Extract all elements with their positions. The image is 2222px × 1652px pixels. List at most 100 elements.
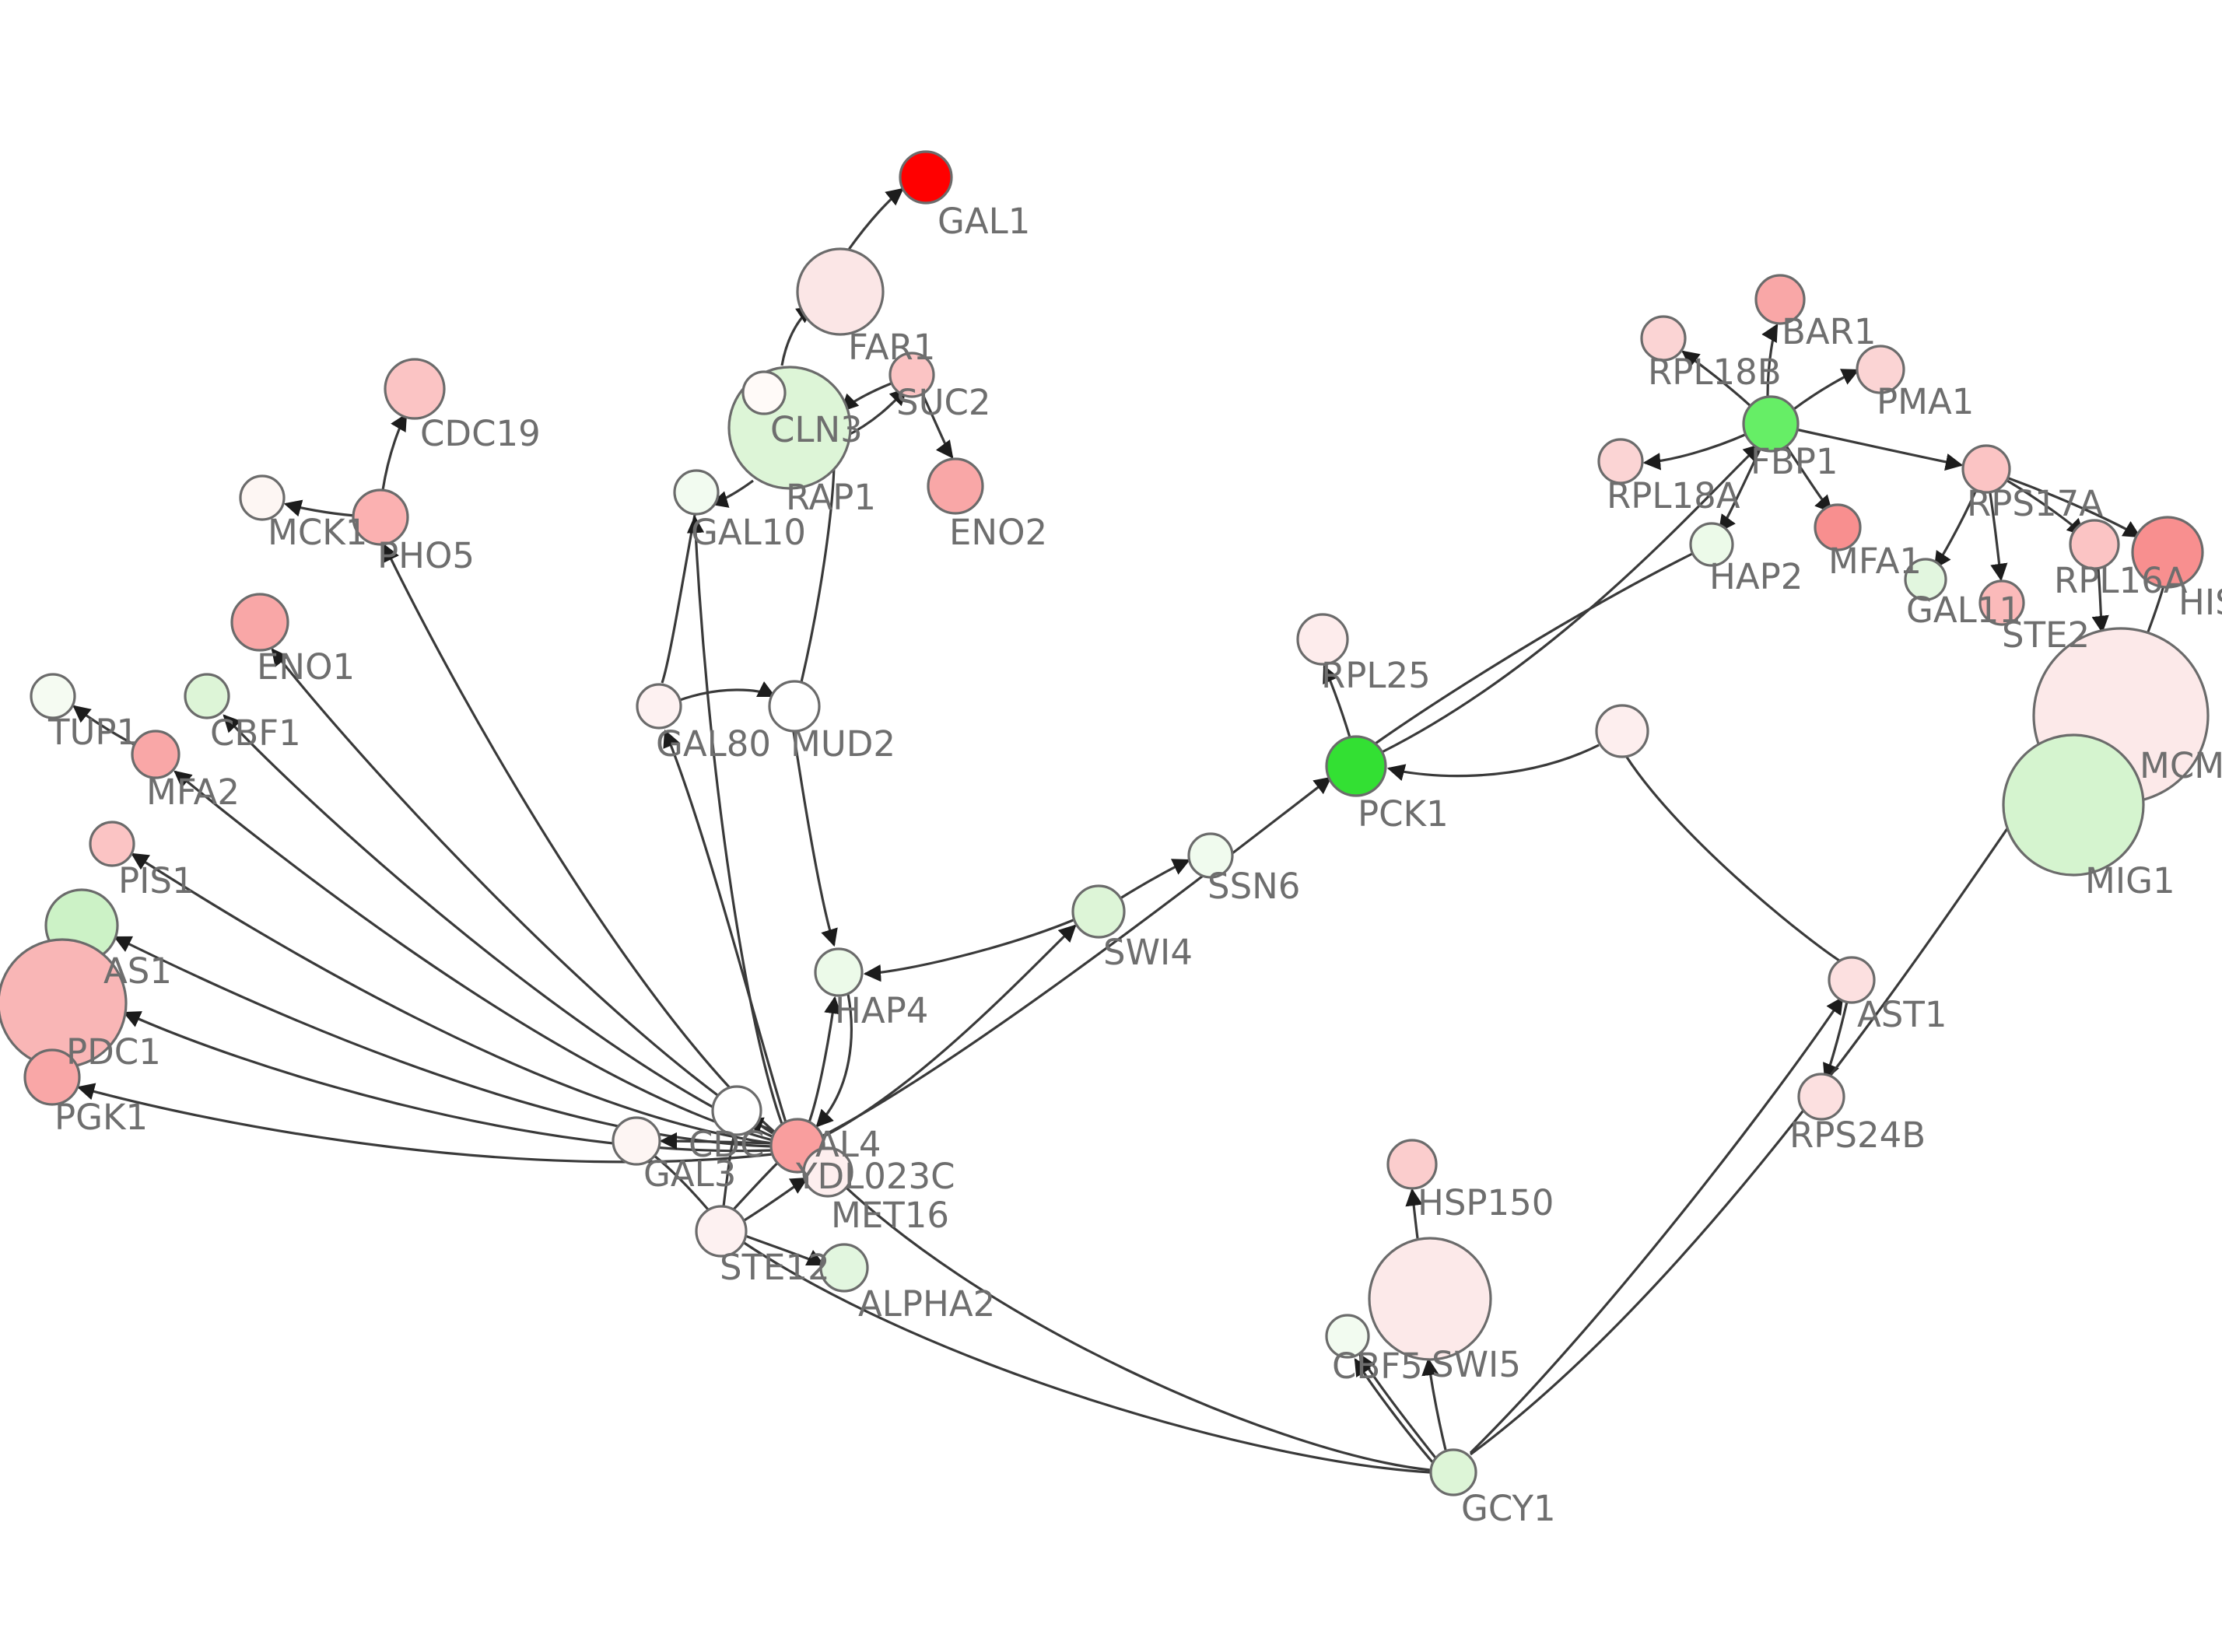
- edge-GAL4-to-PHO5: [383, 543, 776, 1133]
- node-label-ssn6: SSN6: [1207, 866, 1300, 907]
- edge-GAL4-to-CBF1: [223, 714, 773, 1138]
- node-mfa2[interactable]: [131, 730, 180, 779]
- node-eno1[interactable]: [230, 593, 289, 652]
- node-label-swi4: SWI4: [1103, 932, 1193, 973]
- edge-GAL10-to-GAL80: [661, 514, 696, 684]
- node-label-eno2: ENO2: [949, 512, 1047, 553]
- node-gcy1[interactable]: [1429, 1448, 1477, 1496]
- node-mig1[interactable]: [2002, 733, 2145, 877]
- node-swi4[interactable]: [1071, 884, 1126, 939]
- node-tup1[interactable]: [30, 673, 76, 719]
- node-gal1[interactable]: [899, 150, 953, 205]
- node-mud2[interactable]: [768, 680, 821, 733]
- node-ste2[interactable]: [1978, 579, 2025, 626]
- node-hap2[interactable]: [1689, 522, 1734, 567]
- node-gal10[interactable]: [673, 469, 720, 516]
- node-mfa1[interactable]: [1814, 503, 1862, 551]
- node-pho5[interactable]: [352, 488, 409, 546]
- node-rps17a[interactable]: [1961, 444, 2011, 494]
- edge-STE12-to-YDL023C: [742, 1177, 808, 1223]
- node-pis1[interactable]: [89, 821, 135, 867]
- edge-PHO5-to-CDC19: [381, 413, 408, 491]
- node-pma1[interactable]: [1856, 345, 1905, 394]
- node-rpl18b[interactable]: [1640, 315, 1687, 362]
- node-rpl25[interactable]: [1296, 613, 1349, 666]
- node-label-hap4: HAP4: [835, 990, 928, 1031]
- node-gal80[interactable]: [636, 683, 682, 730]
- node-label-gas1: AS1: [103, 950, 172, 992]
- node-cdc19[interactable]: [384, 358, 446, 420]
- node-hap4[interactable]: [814, 947, 864, 997]
- edge-FBP1-to-BAR1: [1761, 324, 1779, 397]
- node-pck1[interactable]: [1325, 735, 1387, 797]
- node-cbf1[interactable]: [184, 673, 230, 719]
- edge-GAL4-to-PCK1: [822, 776, 1332, 1137]
- edge-UNLABELED1-to-AST1: [1624, 755, 1846, 966]
- node-label-pis1: PIS1: [118, 860, 195, 901]
- node-label-rpl18a: RPL18A: [1607, 475, 1740, 516]
- node-label-gal80: GAL80: [656, 723, 771, 765]
- node-suc2[interactable]: [888, 352, 935, 398]
- edge-SUC2-to-ENO2: [920, 392, 954, 459]
- node-label-pdc1: PDC1: [66, 1031, 161, 1073]
- node-rps24b[interactable]: [1797, 1073, 1845, 1121]
- edge-MFA2-to-TUP1: [72, 705, 135, 746]
- node-rpl18a[interactable]: [1597, 438, 1644, 485]
- node-swi5[interactable]: [1368, 1237, 1492, 1361]
- node-label-bar1: BAR1: [1782, 311, 1877, 352]
- edge-RPS17A-to-STE2: [1989, 492, 2008, 582]
- node-gal11[interactable]: [1904, 558, 1947, 601]
- node-bar1[interactable]: [1754, 274, 1806, 325]
- node-label-ste2: STE2: [2002, 614, 2090, 656]
- node-label-eno1: ENO1: [257, 646, 355, 688]
- node-ydl023c[interactable]: [802, 1146, 853, 1198]
- edge-GCY1-to-AST1: [1469, 996, 1844, 1454]
- edge-SWI4-to-HAP4: [863, 918, 1076, 982]
- node-pgk1[interactable]: [23, 1048, 81, 1106]
- edge-GAL4-to-GAL80: [663, 729, 787, 1123]
- node-cbf5[interactable]: [1325, 1314, 1370, 1359]
- node-gal3[interactable]: [612, 1116, 661, 1166]
- node-mck1[interactable]: [239, 474, 286, 521]
- node-cdcx[interactable]: [711, 1085, 762, 1136]
- node-rpl16a[interactable]: [2069, 519, 2120, 570]
- node-ast1[interactable]: [1828, 956, 1876, 1004]
- node-label-rpl25: RPL25: [1321, 655, 1431, 696]
- node-fbp1[interactable]: [1742, 395, 1800, 453]
- node-label-met16: MET16: [831, 1195, 949, 1236]
- node-alpha2[interactable]: [819, 1243, 869, 1293]
- edge-UNLABELED1-to-PCK1: [1386, 744, 1600, 782]
- node-his4[interactable]: [2131, 516, 2204, 589]
- node-ste12[interactable]: [695, 1205, 748, 1258]
- node-label-mig1: MIG1: [2085, 860, 2175, 901]
- edge-RPS17A-to-HIS4: [2008, 477, 2141, 538]
- node-label-hsp150: HSP150: [1418, 1182, 1554, 1223]
- node-hsp150[interactable]: [1386, 1139, 1438, 1190]
- node-label-gal11: GAL11: [1906, 590, 2021, 631]
- edge-PCK1-to-RPL25: [1323, 664, 1351, 738]
- node-far1[interactable]: [796, 247, 885, 336]
- node-label-fbp1: FBP1: [1751, 441, 1838, 482]
- node-label-tup1: TUP1: [47, 712, 138, 753]
- node-label-hap2: HAP2: [1709, 556, 1803, 597]
- edge-GAL4-to-PIS1: [131, 852, 773, 1145]
- node-label-pho5: PHO5: [377, 535, 475, 576]
- node-label-cdc19: CDC19: [420, 413, 541, 454]
- edge-GAL4-to-PGK1: [76, 1083, 773, 1164]
- edge-SWI4-to-SSN6: [1120, 859, 1191, 900]
- node-unlabeled1[interactable]: [1595, 704, 1649, 758]
- edge-GCY1-to-CBF5b: [1354, 1358, 1435, 1465]
- edge-GAL4-to-ENO1: [271, 648, 773, 1135]
- edge-FBP1-to-PMA1: [1791, 369, 1860, 412]
- node-eno2[interactable]: [927, 457, 984, 515]
- node-label-gal1: GAL1: [938, 201, 1030, 242]
- edge-GAL80-to-MUD2: [679, 681, 776, 702]
- edge-GAL4-to-HAP4: [808, 996, 842, 1123]
- node-label-mck1: MCK1: [268, 512, 367, 553]
- node-label-ste12: STE12: [720, 1247, 830, 1288]
- node-label-pgk1: PGK1: [54, 1097, 148, 1138]
- node-ssn6[interactable]: [1187, 832, 1234, 879]
- edge-GAL4-to-MFA2: [173, 770, 773, 1142]
- node-cln3_inner[interactable]: [741, 370, 787, 415]
